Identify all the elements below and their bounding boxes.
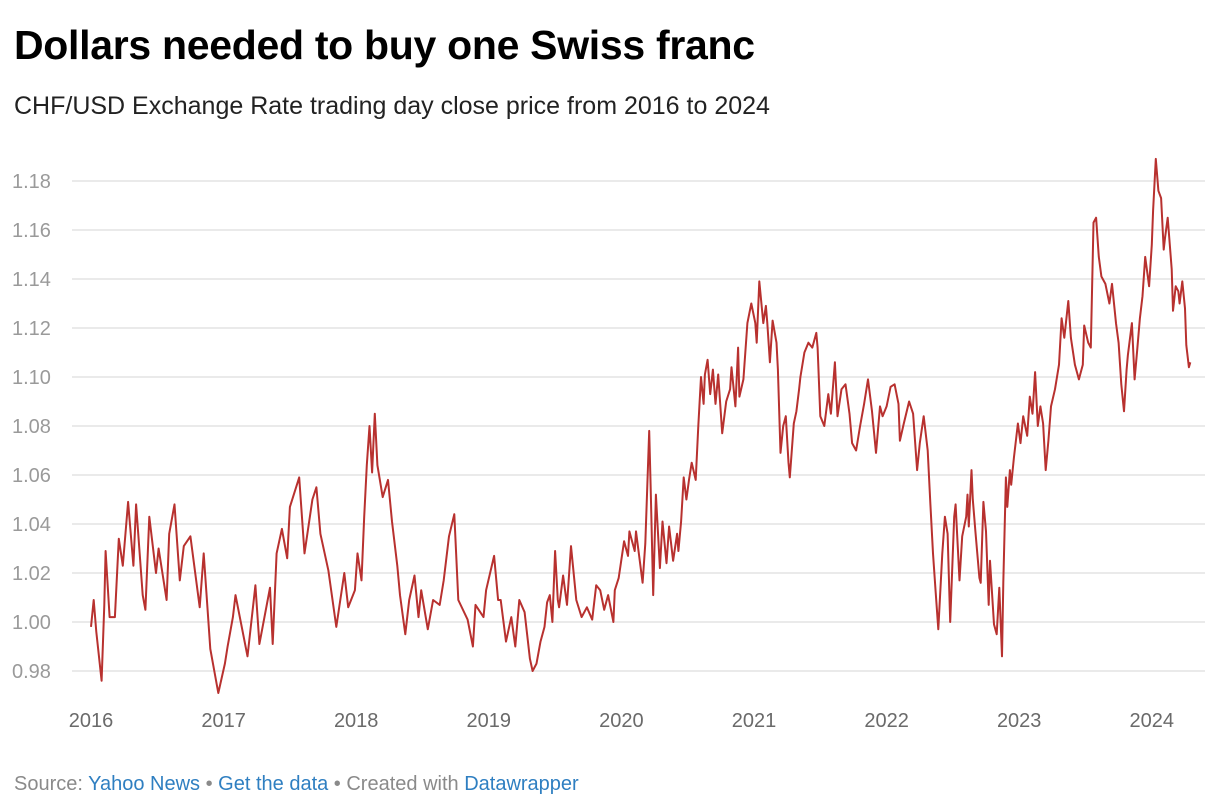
chart-title: Dollars needed to buy one Swiss franc: [14, 22, 755, 68]
x-tick-label: 2017: [201, 710, 246, 732]
x-axis-ticks: 2016 2017 2018 2019 2020 2021 2022 2023 2024: [69, 710, 1174, 732]
line-chart: 0.98 1.00 1.02 1.04 1.06 1.08 1.10 1.12 1.14 1.16…: [12, 157, 1205, 732]
x-tick-label: 2019: [467, 710, 512, 732]
x-tick-label: 2016: [69, 710, 114, 732]
y-tick-label: 1.06: [12, 465, 51, 487]
y-tick-label: 1.10: [12, 367, 51, 389]
y-tick-label: 1.02: [12, 563, 51, 585]
y-tick-label: 1.18: [12, 171, 51, 193]
y-tick-label: 1.04: [12, 514, 51, 536]
x-tick-label: 2021: [732, 710, 777, 732]
created-with-label: • Created with: [328, 773, 465, 795]
x-tick-label: 2023: [997, 710, 1042, 732]
y-tick-label: 1.14: [12, 269, 51, 291]
x-tick-label: 2022: [864, 710, 909, 732]
source-link[interactable]: Yahoo News: [88, 773, 201, 795]
datawrapper-link[interactable]: Datawrapper: [464, 773, 579, 795]
footer-separator: •: [200, 773, 219, 795]
y-tick-label: 1.12: [12, 318, 51, 340]
y-tick-label: 1.00: [12, 612, 51, 634]
get-data-link[interactable]: Get the data: [218, 773, 329, 795]
x-tick-label: 2020: [599, 710, 644, 732]
y-tick-label: 1.16: [12, 220, 51, 242]
y-tick-label: 1.08: [12, 416, 51, 438]
x-tick-label: 2024: [1130, 710, 1175, 732]
chart-subtitle: CHF/USD Exchange Rate trading day close …: [14, 92, 770, 120]
y-axis-ticks: 0.98 1.00 1.02 1.04 1.06 1.08 1.10 1.12 1.14 1.16…: [12, 171, 51, 683]
y-tick-label: 0.98: [12, 661, 51, 683]
series-line-chf-usd: [90, 157, 1192, 694]
x-tick-label: 2018: [334, 710, 379, 732]
gridlines: [72, 180, 1205, 672]
footer: Source: Yahoo News • Get the data • Crea…: [14, 773, 579, 796]
source-label: Source:: [14, 773, 89, 795]
